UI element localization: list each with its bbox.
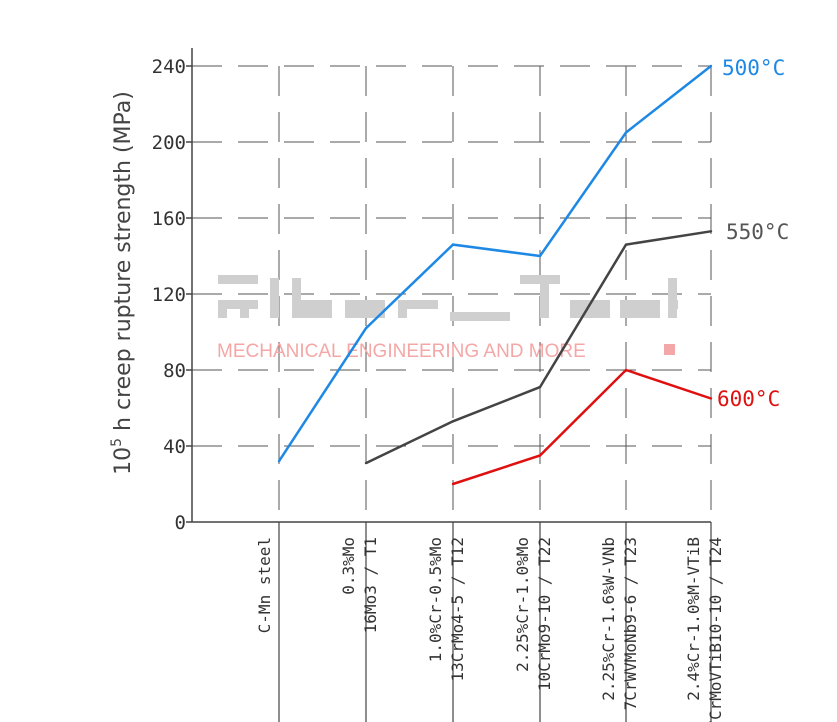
category-label: 1.0%Cr-0.5%Mo: [426, 537, 445, 662]
series-label: 550°C: [726, 220, 789, 244]
watermark-logo: [218, 275, 678, 321]
y-tick-label: 120: [152, 284, 186, 306]
y-tick-label: 80: [163, 360, 186, 382]
category-label: 2.25%Cr-1.6%W-VNb: [599, 537, 618, 701]
data-point: [364, 461, 368, 465]
category-label: 7CrWVMoNb9-6 / T23: [621, 537, 640, 710]
series-line: [452, 368, 712, 486]
y-tick-label: 40: [163, 436, 186, 458]
data-point: [709, 397, 713, 400]
data-point: [624, 368, 628, 372]
y-tick-label: 200: [152, 132, 186, 154]
series-label: 500°C: [722, 56, 785, 80]
y-tick-label: 240: [152, 56, 186, 78]
data-point: [538, 454, 542, 457]
category-label: 2.25%Cr-1.0%Mo: [513, 537, 532, 672]
data-point: [709, 64, 713, 68]
data-point: [451, 420, 455, 423]
watermark-tagline: MECHANICAL ENGINEERING AND MORE: [217, 341, 586, 362]
series-line: [277, 65, 712, 462]
data-point: [538, 385, 542, 389]
data-point: [624, 243, 628, 246]
data-point: [451, 482, 455, 486]
series-lines: [277, 64, 713, 486]
category-label: 2.4%Cr-1.0%M-VTiB: [684, 537, 703, 701]
category-label: 7CrMoVTiB10-10 / T24: [706, 537, 725, 722]
data-point: [364, 327, 368, 330]
data-point: [709, 230, 713, 233]
watermark-square: [664, 344, 675, 355]
y-tick-label: 0: [175, 512, 186, 534]
axes: [186, 48, 712, 722]
grid-lines: [192, 65, 712, 522]
category-label: 13CrMo4-5 / T12: [448, 537, 467, 682]
data-point: [451, 243, 455, 246]
labels: 0 40 80 120 160 200 240 C-Mn steel 0.3%Mo 16Mo3 /…: [109, 56, 789, 722]
y-tick-label: 160: [152, 208, 186, 230]
y-axis-label: 105 h creep rupture strength (MPa): [109, 91, 136, 475]
category-label: 10CrMo9-10 / T22: [535, 537, 554, 691]
series-label: 600°C: [717, 387, 780, 411]
category-label: 0.3%Mo: [339, 537, 358, 595]
data-point: [624, 131, 628, 134]
category-label: C-Mn steel: [255, 537, 274, 633]
data-point: [277, 460, 281, 463]
watermark: MECHANICAL ENGINEERING AND MORE: [217, 275, 678, 362]
data-point: [538, 254, 542, 258]
category-label: 16Mo3 / T1: [361, 537, 380, 633]
